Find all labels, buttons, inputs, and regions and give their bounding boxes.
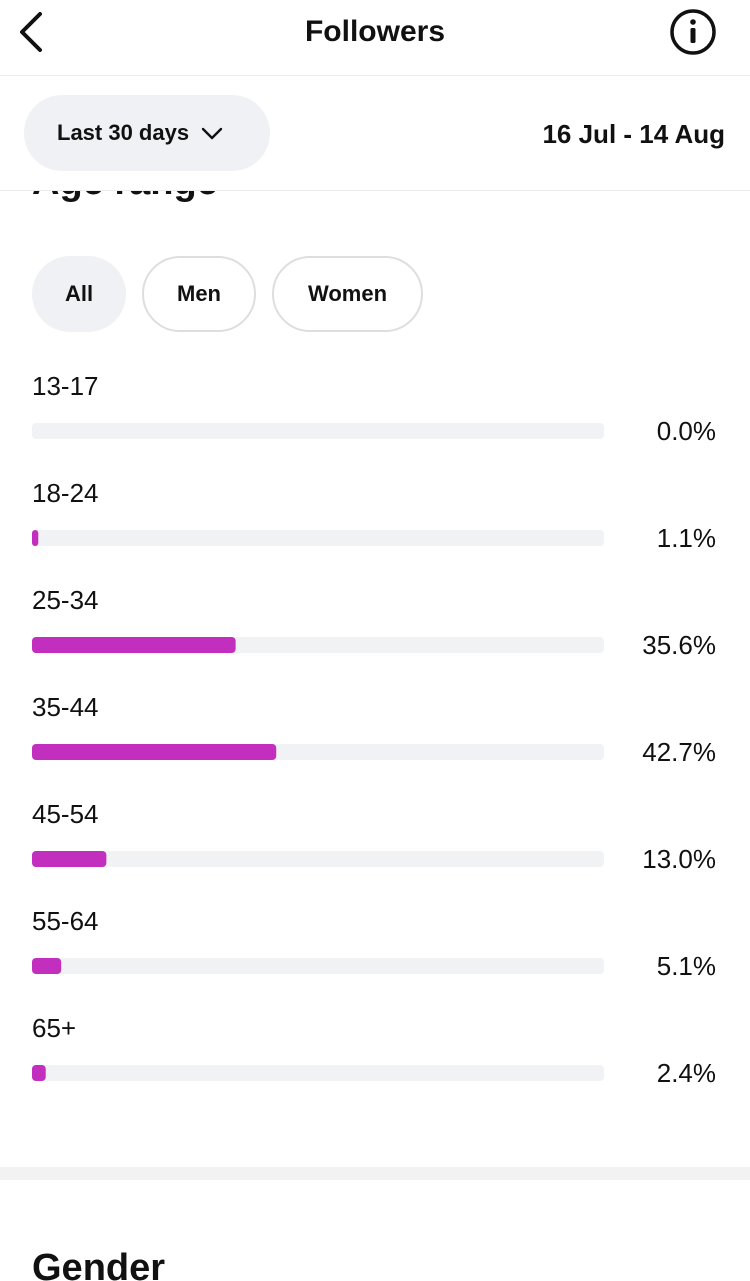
- page-title: Followers: [304, 15, 446, 48]
- category-label: 35-44: [32, 692, 99, 722]
- bar-track: [32, 851, 604, 867]
- category-label: 45-54: [32, 799, 99, 829]
- bar-track: [32, 1065, 604, 1081]
- tab[interactable]: All: [32, 256, 126, 332]
- period-label: Last 30 days: [57, 120, 190, 145]
- age-chart: 13-17 0.0% 18-24 1.1% 25-34 35.6% 35-44 42.7% 45…: [32, 371, 716, 1088]
- value-label: 42.7%: [642, 737, 716, 767]
- category-label: 18-24: [32, 478, 99, 508]
- section-title: Gender: [32, 1247, 166, 1281]
- info-button[interactable]: [668, 8, 718, 56]
- tab[interactable]: Men: [142, 256, 256, 332]
- period-dropdown[interactable]: Last 30 days: [24, 95, 270, 171]
- bar: [32, 1065, 46, 1081]
- category-label: 55-64: [32, 906, 99, 936]
- chevron-down: [201, 127, 223, 140]
- bar-track: [32, 423, 604, 439]
- bar: [32, 530, 39, 546]
- tab[interactable]: Women: [272, 256, 423, 332]
- category-label: 13-17: [32, 371, 99, 401]
- bar-track: [32, 958, 604, 974]
- value-label: 0.0%: [657, 416, 716, 446]
- top-bar: Followers Last 30 days 16 Jul - 14 Aug: [0, 0, 750, 191]
- bar: [32, 637, 236, 653]
- value-label: 13.0%: [642, 844, 716, 874]
- value-label: 5.1%: [657, 951, 716, 981]
- bar-track: [32, 530, 604, 546]
- bar: [32, 744, 277, 760]
- category-label: 25-34: [32, 585, 99, 615]
- bar: [32, 851, 107, 867]
- value-label: 35.6%: [642, 630, 716, 660]
- bar: [32, 958, 62, 974]
- category-label: 65+: [32, 1013, 76, 1043]
- date-range: 16 Jul - 14 Aug: [542, 119, 725, 149]
- separator: [0, 75, 750, 76]
- section-divider: [0, 1167, 750, 1180]
- value-label: 2.4%: [657, 1058, 716, 1088]
- back-button[interactable]: [14, 10, 50, 54]
- value-label: 1.1%: [657, 523, 716, 553]
